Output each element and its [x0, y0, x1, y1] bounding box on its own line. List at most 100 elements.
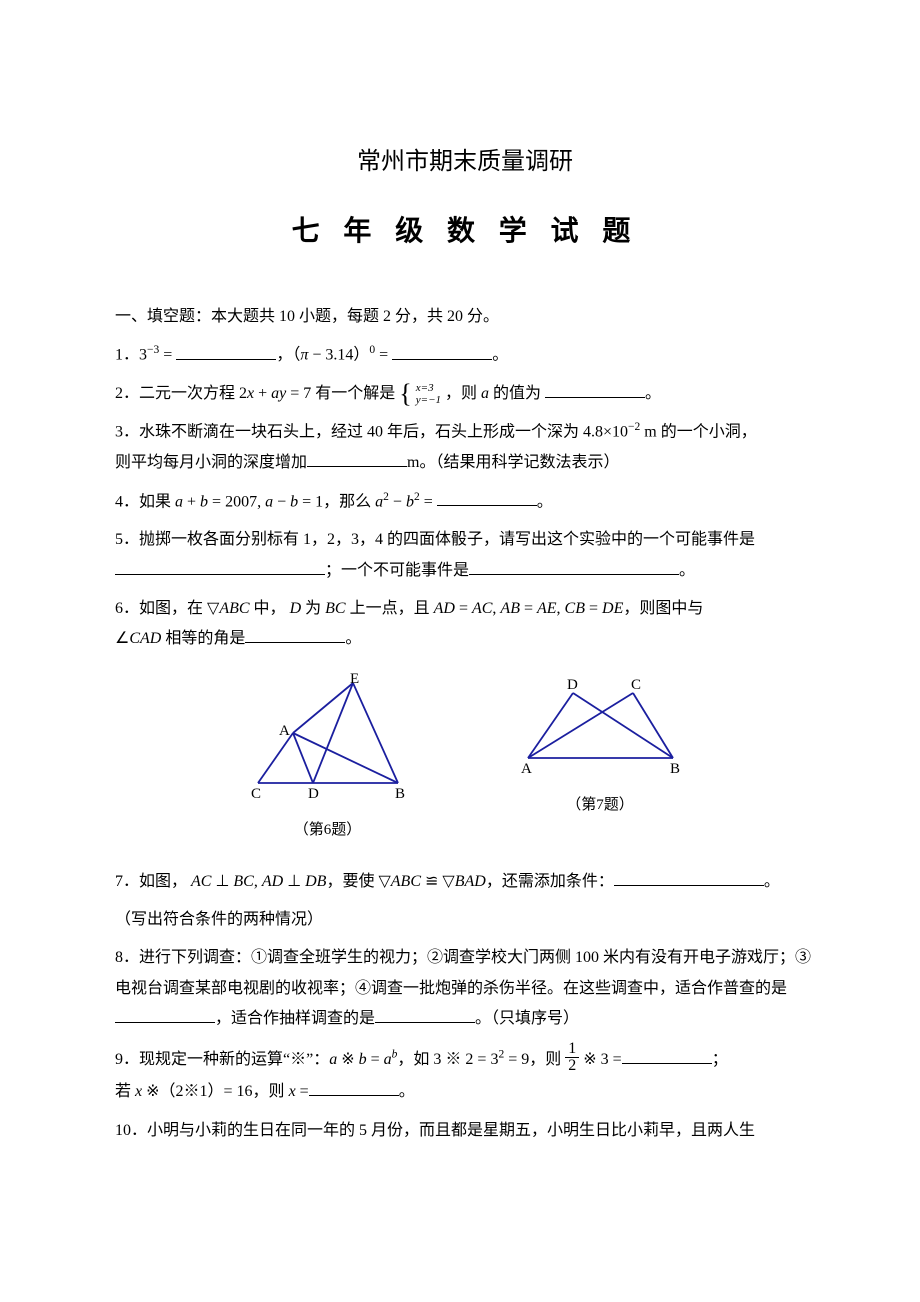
q2-e: 的值为 — [489, 385, 541, 402]
q6-d: 上一点，且 — [346, 600, 434, 617]
question-5: 5．抛掷一枚各面分别标有 1，2，3，4 的四面体骰子，请写出这个实验中的一个可… — [115, 525, 815, 586]
q7-a: 7．如图， — [115, 873, 191, 890]
q2-brace-row1: x=3 — [416, 382, 441, 394]
figure-7: D C A B （第7题） — [513, 673, 688, 845]
q1-paren: ） — [353, 347, 369, 364]
q6-D: D — [290, 600, 302, 617]
q6-AE: AE — [537, 600, 557, 617]
q7-end: 。 — [764, 873, 780, 890]
q6-i: = — [585, 600, 602, 617]
question-7: 7．如图， AC ⊥ BC, AD ⊥ DB，要使 ▽ABC ≌ ▽BAD，还需… — [115, 867, 815, 897]
q2-brace: { x=3 y=−1 — [399, 379, 441, 409]
q7-BC: BC — [233, 873, 253, 890]
q4-end: 。 — [537, 493, 553, 510]
fig7-label-D: D — [567, 677, 578, 693]
q3-a: 3．水珠不断滴在一块石头上，经过 40 年后，石头上形成一个深为 4.8×10 — [115, 424, 628, 441]
q9-f: ※ 3 = — [583, 1051, 621, 1068]
q9-var-b: b — [359, 1051, 367, 1068]
fig7-label-A: A — [521, 761, 532, 777]
q6-AD: AD — [434, 600, 455, 617]
q4-b: + — [183, 493, 200, 510]
q3-c: 则平均每月小洞的深度增加 — [115, 454, 307, 471]
q5-end: 。 — [679, 562, 695, 579]
fig6-label-C: C — [251, 786, 261, 802]
question-3: 3．水珠不断滴在一块石头上，经过 40 年后，石头上形成一个深为 4.8×10−… — [115, 417, 815, 478]
q9-var-a2: a — [384, 1051, 392, 1068]
q4-a: 4．如果 — [115, 493, 175, 510]
q4-blank — [437, 489, 537, 506]
q8-b: ，适合作抽样调查的是 — [215, 1010, 375, 1027]
q4-var-b2: b — [290, 493, 298, 510]
q9-g: ； — [712, 1051, 728, 1068]
q2-ay: ay — [271, 385, 286, 402]
q2-brace-row2: y=−1 — [416, 394, 441, 406]
question-6: 6．如图，在 ▽ABC 中， D 为 BC 上一点，且 AD = AC, AB … — [115, 594, 815, 655]
q1-text-a: 1．3 — [115, 347, 147, 364]
q9-frac: 12 — [565, 1041, 579, 1076]
q7-f: ≌ — [421, 873, 442, 890]
fig6-label-E: E — [350, 673, 359, 687]
q6-blank — [245, 626, 345, 643]
q9-d: ，如 3 ※ 2 = 3 — [397, 1051, 498, 1068]
q2-d: ，则 — [445, 385, 481, 402]
q7-blank — [614, 869, 764, 886]
q1-text-d: − 3.14 — [308, 347, 353, 364]
q6-AC: AC — [472, 600, 492, 617]
q5-blank-2 — [469, 558, 679, 575]
q4-d: − — [273, 493, 290, 510]
q1-text-b: = — [159, 347, 172, 364]
fig6-label-B: B — [395, 786, 405, 802]
q6-end: 。 — [345, 630, 361, 647]
q9-c: = — [367, 1051, 384, 1068]
q7-d: ⊥ — [283, 873, 305, 890]
figure-7-caption: （第7题） — [513, 791, 688, 820]
q4-f: − — [389, 493, 406, 510]
q6-a: 6．如图，在 — [115, 600, 207, 617]
q7-ABC: ABC — [391, 873, 421, 890]
section-1-header: 一、填空题：本大题共 10 小题，每题 2 分，共 20 分。 — [115, 302, 815, 332]
q1-text-c: ，（ — [276, 347, 300, 364]
q9-i: ※（2※1）= 16，则 — [142, 1083, 288, 1100]
q6-l: 相等的角是 — [161, 630, 245, 647]
question-2: 2．二元一次方程 2x + ay = 7 有一个解是 { x=3 y=−1 ，则… — [115, 379, 815, 410]
q4-e: = 1，那么 — [298, 493, 375, 510]
exam-page: 常州市期末质量调研 七 年 级 数 学 试 题 一、填空题：本大题共 10 小题… — [0, 0, 920, 1214]
q1-end: 。 — [492, 347, 508, 364]
question-1: 1．3−3 = ，（π − 3.14）0 = 。 — [115, 340, 815, 371]
q6-j: ，则图中与 — [623, 600, 703, 617]
question-10: 10．小明与小莉的生日在同一年的 5 月份，而且都是星期五，小明生日比小莉早，且… — [115, 1116, 815, 1146]
q9-j: = — [296, 1083, 309, 1100]
q1-blank-1 — [176, 343, 276, 360]
fig6-label-D: D — [308, 786, 319, 802]
q2-blank — [545, 381, 645, 398]
q6-h: , — [557, 600, 565, 617]
q1-text-e: = — [375, 347, 388, 364]
q7-c: , — [254, 873, 262, 890]
q4-var-a2: a — [265, 493, 273, 510]
page-title: 常州市期末质量调研 — [115, 140, 815, 186]
q7-e: ，要使 — [326, 873, 378, 890]
figures-row: E A C D B （第6题） D — [115, 673, 815, 845]
q6-c: 为 — [301, 600, 325, 617]
figure-6: E A C D B （第6题） — [243, 673, 413, 845]
q7-b: ⊥ — [211, 873, 233, 890]
q9-end: 。 — [399, 1083, 415, 1100]
q3-d: m。（结果用科学记数法表示） — [407, 454, 619, 471]
q4-c: = 2007, — [208, 493, 265, 510]
q3-b: m 的一个小洞， — [640, 424, 756, 441]
q9-h: 若 — [115, 1083, 135, 1100]
q7-AC: AC — [191, 873, 211, 890]
q2-b: + — [254, 385, 271, 402]
q8-a: 8．进行下列调查：①调查全班学生的视力；②调查学校大门两侧 100 米内有没有开… — [115, 949, 811, 996]
q7-BAD: BAD — [455, 873, 486, 890]
q6-g: = — [520, 600, 537, 617]
q7-tri2: ▽ — [442, 873, 454, 890]
question-7-note: （写出符合条件的两种情况） — [115, 905, 815, 935]
q7-DB: DB — [305, 873, 326, 890]
q4-var-b3: b — [406, 493, 414, 510]
q6-CAD: CAD — [129, 630, 161, 647]
q6-tri: ▽ — [207, 600, 219, 617]
fig7-label-B: B — [670, 761, 680, 777]
q2-end: 。 — [645, 385, 661, 402]
question-8: 8．进行下列调查：①调查全班学生的视力；②调查学校大门两侧 100 米内有没有开… — [115, 943, 815, 1034]
